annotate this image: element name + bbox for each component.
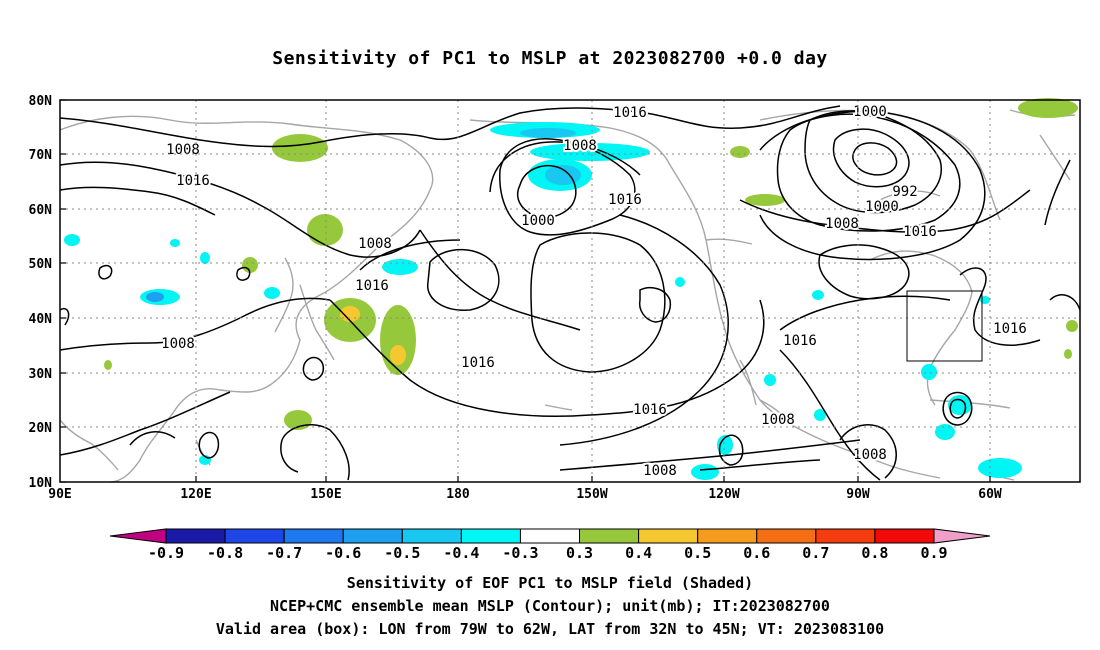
contour-label: 1016	[633, 402, 667, 418]
contour-label: 1000	[521, 213, 555, 229]
colorbar-segment	[283, 528, 344, 544]
colorbar-label: -0.3	[502, 544, 538, 562]
longitude-labels: 90E 120E 150E 180 150W 120W 90W 60W	[48, 487, 1002, 502]
colorbar-label: -0.7	[266, 544, 302, 562]
mslp-contours	[59, 105, 1081, 481]
contour-label: 1008	[161, 336, 195, 352]
colorbar-segment	[165, 528, 226, 544]
contour-label: 1016	[355, 278, 389, 294]
colorbar-segment	[874, 528, 935, 544]
contour-label: 1008	[358, 236, 392, 252]
lat-label: 40N	[29, 312, 53, 327]
colorbar-label: -0.8	[207, 544, 243, 562]
colorbar-segment	[460, 528, 521, 544]
colorbar-extend-low	[109, 528, 167, 544]
chart-title: Sensitivity of PC1 to MSLP at 2023082700…	[272, 48, 828, 69]
lat-label: 80N	[29, 94, 53, 109]
lon-label: 120E	[180, 487, 211, 502]
valid-area-box	[906, 290, 983, 362]
contour-label: 1008	[563, 138, 597, 154]
contour-label: 1016	[993, 321, 1027, 337]
colorbar-label: 0.6	[743, 544, 770, 562]
colorbar-label: -0.4	[443, 544, 479, 562]
colorbar-label: -0.5	[384, 544, 420, 562]
colorbar-label: -0.6	[325, 544, 361, 562]
colorbar-segment	[638, 528, 699, 544]
colorbar-label: -0.9	[148, 544, 184, 562]
lat-label: 50N	[29, 257, 53, 272]
lat-label: 10N	[29, 476, 53, 491]
colorbar-segment	[519, 528, 581, 544]
colorbar	[109, 528, 991, 544]
lat-label: 20N	[29, 421, 53, 436]
colorbar-label: 0.5	[684, 544, 711, 562]
lon-label: 60W	[978, 487, 1002, 502]
lon-label: 120W	[708, 487, 739, 502]
colorbar-segment	[697, 528, 758, 544]
contour-label: 1016	[461, 355, 495, 371]
contour-label: 1000	[865, 199, 899, 215]
colorbar-segment	[401, 528, 462, 544]
lat-label: 30N	[29, 367, 53, 382]
contour-label: 1016	[903, 224, 937, 240]
contour-label: 1016	[613, 105, 647, 121]
map-frame	[59, 99, 1081, 483]
colorbar-label: 0.9	[920, 544, 947, 562]
contour-label: 1008	[825, 216, 859, 232]
colorbar-segment	[815, 528, 876, 544]
lon-label: 90E	[48, 487, 71, 502]
colorbar-segment	[342, 528, 403, 544]
colorbar-segment	[756, 528, 817, 544]
sensitivity-shading	[64, 98, 1078, 480]
contour-label: 1016	[176, 173, 210, 189]
contour-label: 1016	[783, 333, 817, 349]
lon-label: 180	[446, 487, 470, 502]
tick-marks	[60, 99, 991, 483]
contour-label: 1008	[166, 142, 200, 158]
lon-label: 150W	[576, 487, 607, 502]
colorbar-extend-high	[933, 528, 991, 544]
graticule	[60, 100, 1080, 482]
colorbar-label: 0.4	[625, 544, 652, 562]
colorbar-label: 0.3	[566, 544, 593, 562]
colorbar-labels: -0.9 -0.8 -0.7 -0.6 -0.5 -0.4 -0.3 0.3 0…	[148, 544, 948, 562]
lon-label: 150E	[310, 487, 341, 502]
contour-label: 992	[892, 184, 917, 200]
colorbar-segment	[224, 528, 285, 544]
contour-label: 1008	[643, 463, 677, 479]
contour-label: 1000	[853, 104, 887, 120]
caption-line-3: Valid area (box): LON from 79W to 62W, L…	[215, 620, 885, 638]
lon-label: 90W	[846, 487, 870, 502]
lat-label: 60N	[29, 203, 53, 218]
colorbar-segment	[579, 528, 640, 544]
caption-line-2: NCEP+CMC ensemble mean MSLP (Contour); u…	[270, 597, 830, 615]
lat-label: 70N	[29, 148, 53, 163]
colorbar-label: 0.7	[802, 544, 829, 562]
contour-label: 1008	[761, 412, 795, 428]
latitude-labels: 80N 70N 60N 50N 40N 30N 20N 10N	[29, 94, 53, 491]
colorbar-label: 0.8	[861, 544, 888, 562]
caption-line-1: Sensitivity of EOF PC1 to MSLP field (Sh…	[346, 574, 754, 592]
contour-label: 1008	[853, 447, 887, 463]
contour-labels: 1016 1000 1008 1016 1008 1016 1008 1000 …	[159, 102, 1029, 481]
contour-label: 1016	[608, 192, 642, 208]
